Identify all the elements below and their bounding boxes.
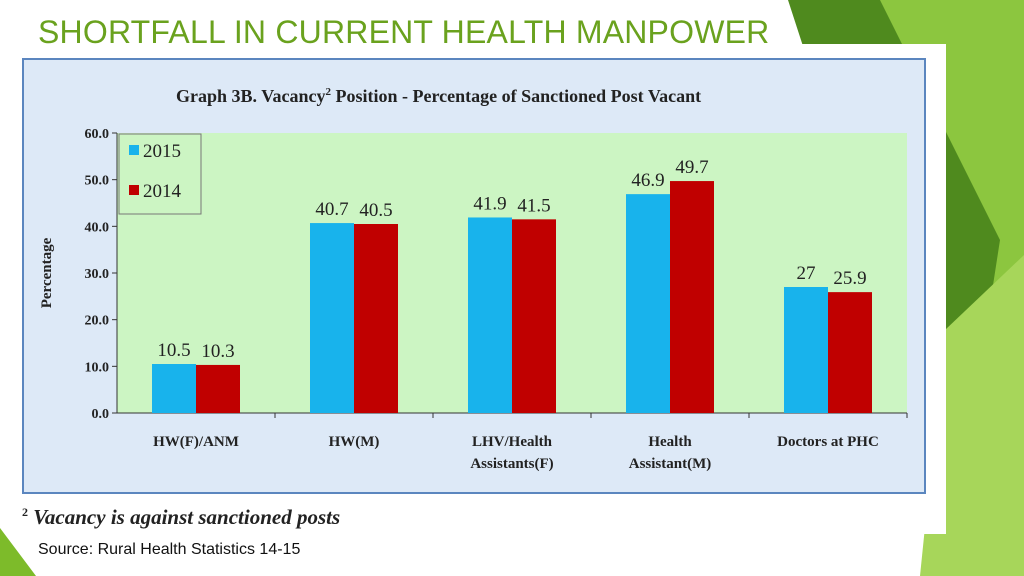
bar-2014 (670, 181, 714, 413)
bar-2015 (152, 364, 196, 413)
data-label: 27 (797, 263, 816, 284)
bar-2015 (310, 223, 354, 413)
chart-title-sup: 2 (326, 86, 332, 98)
data-label: 46.9 (631, 170, 664, 191)
data-label: 40.7 (315, 199, 348, 220)
legend-swatch-2015 (129, 145, 139, 155)
footnote-mark: 2 (22, 505, 28, 519)
slide-title: SHORTFALL IN CURRENT HEALTH MANPOWER (38, 14, 770, 50)
y-tick-label: 10.0 (85, 360, 110, 375)
y-tick-label: 50.0 (85, 174, 110, 189)
legend-label-2014: 2014 (143, 181, 182, 202)
y-tick-label: 60.0 (85, 127, 110, 142)
data-label: 41.5 (517, 195, 550, 216)
chart-title-prefix: Graph 3B. Vacancy (176, 86, 326, 106)
bar-2015 (468, 217, 512, 413)
data-label: 40.5 (359, 200, 392, 221)
x-tick-label: HW(M) (329, 434, 380, 450)
y-tick-label: 40.0 (85, 220, 110, 235)
bar-2014 (196, 364, 240, 413)
legend: 2015 2014 (118, 133, 202, 215)
x-tick-label: HW(F)/ANM (153, 434, 239, 450)
data-label: 10.3 (201, 341, 234, 362)
bar-2014 (828, 292, 872, 413)
data-label: 25.9 (833, 268, 866, 289)
chart-title-suffix: Position - Percentage of Sanctioned Post… (331, 86, 701, 106)
footnote-text: Vacancy is against sanctioned posts (33, 505, 341, 529)
x-tick-label: LHV/Health (472, 434, 553, 450)
decor-corner-triangle (0, 528, 36, 576)
y-tick-label: 20.0 (85, 314, 110, 329)
legend-swatch-2014 (129, 185, 139, 195)
x-tick-label: Assistant(M) (629, 456, 712, 472)
bar-2015 (784, 287, 828, 413)
chart-frame: Graph 3B. Vacancy2 Position - Percentage… (22, 58, 926, 494)
footnote: 2 Vacancy is against sanctioned posts (22, 505, 340, 530)
x-tick-label: Assistants(F) (470, 456, 553, 472)
source-note: Source: Rural Health Statistics 14-15 (38, 541, 301, 558)
x-tick-label: Doctors at PHC (777, 434, 879, 450)
y-tick-label: 30.0 (85, 267, 110, 282)
y-axis-label: Percentage (39, 237, 55, 308)
data-label: 41.9 (473, 193, 506, 214)
y-tick-label: 0.0 (92, 407, 110, 422)
data-label: 49.7 (675, 157, 708, 178)
bar-2015 (626, 194, 670, 413)
x-tick-label: Health (648, 434, 692, 450)
chart-marks: 0.0 10.0 20.0 30.0 40.0 50.0 60.0 10.5 10.3 HW(F)… (85, 127, 908, 472)
bar-2014 (512, 219, 556, 413)
legend-label-2015: 2015 (143, 141, 181, 162)
bar-chart: Graph 3B. Vacancy2 Position - Percentage… (39, 86, 908, 472)
data-label: 10.5 (157, 340, 190, 361)
chart-title: Graph 3B. Vacancy2 Position - Percentage… (176, 86, 701, 106)
bar-2014 (354, 224, 398, 413)
